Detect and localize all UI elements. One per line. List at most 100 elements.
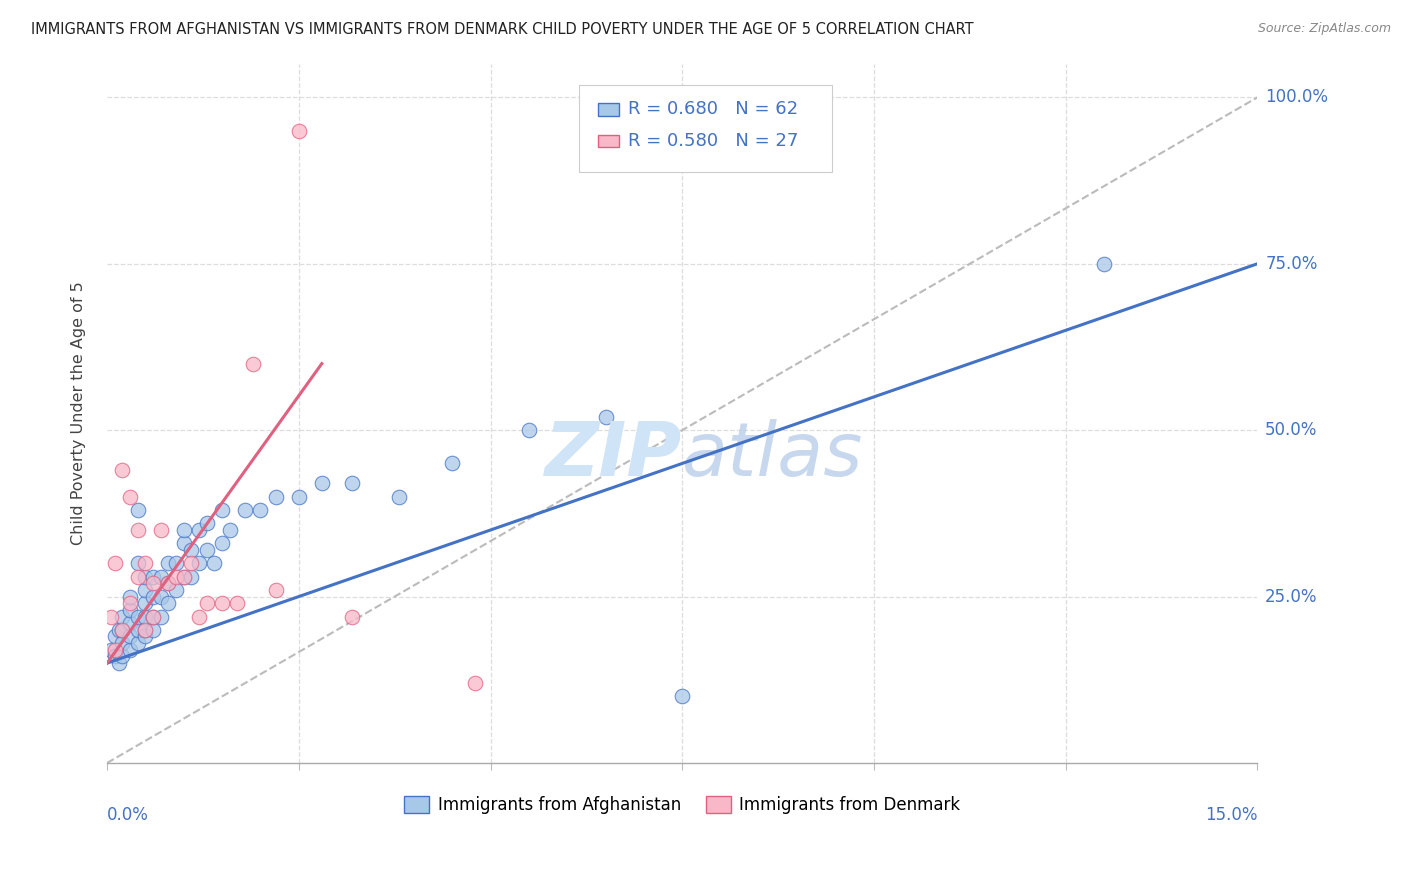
Point — [107, 656, 129, 670]
Point — [100, 609, 122, 624]
Point — [127, 569, 149, 583]
Point — [134, 623, 156, 637]
Point — [111, 609, 134, 624]
Point — [111, 623, 134, 637]
Point — [249, 503, 271, 517]
Point — [464, 676, 486, 690]
Text: ZIP: ZIP — [546, 419, 682, 492]
Y-axis label: Child Poverty Under the Age of 5: Child Poverty Under the Age of 5 — [72, 282, 86, 545]
Point — [127, 636, 149, 650]
Point — [342, 476, 364, 491]
Point — [127, 609, 149, 624]
Point — [142, 569, 165, 583]
Point — [288, 123, 311, 137]
Point — [134, 582, 156, 597]
Point — [134, 556, 156, 570]
Point — [127, 523, 149, 537]
Point — [165, 582, 187, 597]
Point — [180, 569, 202, 583]
Point — [104, 642, 127, 657]
Point — [1092, 257, 1115, 271]
Point — [127, 556, 149, 570]
Point — [111, 636, 134, 650]
Text: 15.0%: 15.0% — [1205, 806, 1257, 824]
Point — [134, 569, 156, 583]
Point — [288, 490, 311, 504]
Point — [120, 590, 142, 604]
Point — [142, 590, 165, 604]
Point — [195, 596, 218, 610]
Point — [211, 503, 233, 517]
Point — [149, 609, 172, 624]
Point — [120, 603, 142, 617]
Point — [387, 490, 409, 504]
Point — [226, 596, 249, 610]
Text: Source: ZipAtlas.com: Source: ZipAtlas.com — [1258, 22, 1392, 36]
Point — [104, 649, 127, 664]
Point — [127, 623, 149, 637]
Text: R = 0.680   N = 62: R = 0.680 N = 62 — [628, 101, 799, 119]
Point — [134, 630, 156, 644]
Point — [211, 596, 233, 610]
Text: 100.0%: 100.0% — [1265, 88, 1329, 106]
Point — [173, 536, 195, 550]
Text: atlas: atlas — [682, 419, 863, 491]
Point — [142, 623, 165, 637]
Point — [204, 556, 226, 570]
Point — [120, 616, 142, 631]
Point — [311, 476, 333, 491]
Point — [120, 596, 142, 610]
Text: 50.0%: 50.0% — [1265, 421, 1317, 439]
Point — [111, 649, 134, 664]
Text: R = 0.580   N = 27: R = 0.580 N = 27 — [628, 132, 799, 150]
Point — [517, 423, 540, 437]
Point — [233, 503, 256, 517]
Point — [120, 642, 142, 657]
Point — [142, 609, 165, 624]
Text: 75.0%: 75.0% — [1265, 255, 1317, 273]
Point — [149, 569, 172, 583]
Point — [671, 690, 693, 704]
Point — [111, 463, 134, 477]
Point — [142, 576, 165, 591]
Point — [149, 590, 172, 604]
Point — [180, 543, 202, 558]
Point — [104, 630, 127, 644]
Point — [111, 623, 134, 637]
Point — [157, 596, 180, 610]
Point — [188, 556, 211, 570]
Point — [120, 490, 142, 504]
FancyBboxPatch shape — [579, 85, 832, 172]
Point — [157, 576, 180, 591]
Point — [211, 536, 233, 550]
Point — [157, 556, 180, 570]
Point — [188, 523, 211, 537]
Point — [595, 409, 617, 424]
Text: IMMIGRANTS FROM AFGHANISTAN VS IMMIGRANTS FROM DENMARK CHILD POVERTY UNDER THE A: IMMIGRANTS FROM AFGHANISTAN VS IMMIGRANT… — [31, 22, 973, 37]
Point — [107, 623, 129, 637]
Point — [242, 357, 264, 371]
Text: 0.0%: 0.0% — [107, 806, 149, 824]
Point — [120, 630, 142, 644]
Point — [342, 609, 364, 624]
Point — [134, 596, 156, 610]
Point — [104, 556, 127, 570]
Point — [173, 569, 195, 583]
Point — [264, 582, 287, 597]
Bar — [599, 135, 619, 147]
Point — [134, 623, 156, 637]
Point — [149, 523, 172, 537]
Point — [134, 609, 156, 624]
Point — [157, 576, 180, 591]
Text: 25.0%: 25.0% — [1265, 588, 1317, 606]
Point — [142, 609, 165, 624]
Point — [195, 543, 218, 558]
Point — [441, 457, 464, 471]
Point — [180, 556, 202, 570]
Bar — [599, 103, 619, 116]
Point — [100, 642, 122, 657]
Legend: Immigrants from Afghanistan, Immigrants from Denmark: Immigrants from Afghanistan, Immigrants … — [398, 789, 967, 821]
Point — [165, 569, 187, 583]
Point — [165, 556, 187, 570]
Point — [188, 609, 211, 624]
